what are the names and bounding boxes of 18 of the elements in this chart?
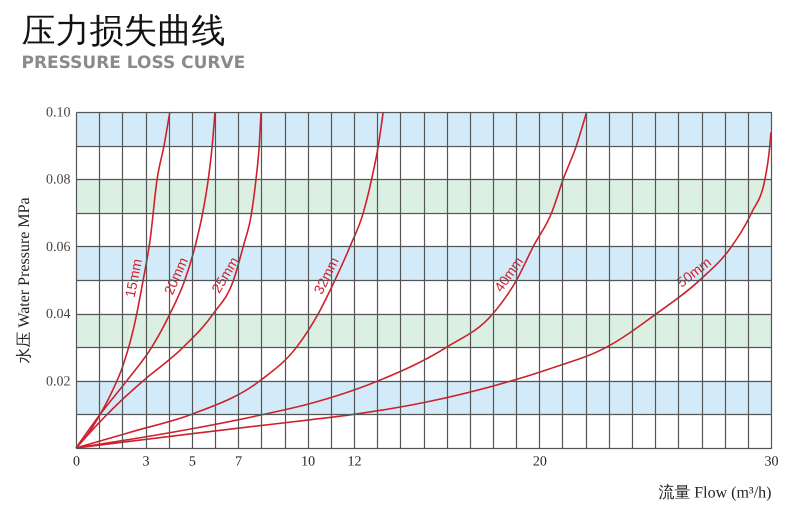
x-tick-label: 10 [301,454,316,470]
x-tick-label: 20 [532,454,547,470]
y-tick-label: 0.10 [46,106,70,120]
y-tick-label: 0.04 [46,307,70,322]
x-tick-label: 12 [348,454,362,470]
x-tick-label: 0 [73,454,80,470]
chart-title: 压力损失曲线 [22,11,226,51]
y-tick-label: 0.08 [46,172,70,188]
x-tick-label: 30 [764,454,778,470]
y-tick-label: 0.02 [46,374,70,390]
x-axis-title: 流量 Flow (m³/h) [658,484,772,502]
y-axis-title: 水压 Water Pressure MPa [15,197,33,364]
x-tick-label: 7 [235,454,242,470]
x-tick-label: 3 [142,454,150,470]
chart-subtitle: PRESSURE LOSS CURVE [22,53,246,73]
text: 15mm [122,257,145,299]
y-tick-label: 0.06 [46,240,70,255]
x-tick-label: 5 [188,454,196,470]
